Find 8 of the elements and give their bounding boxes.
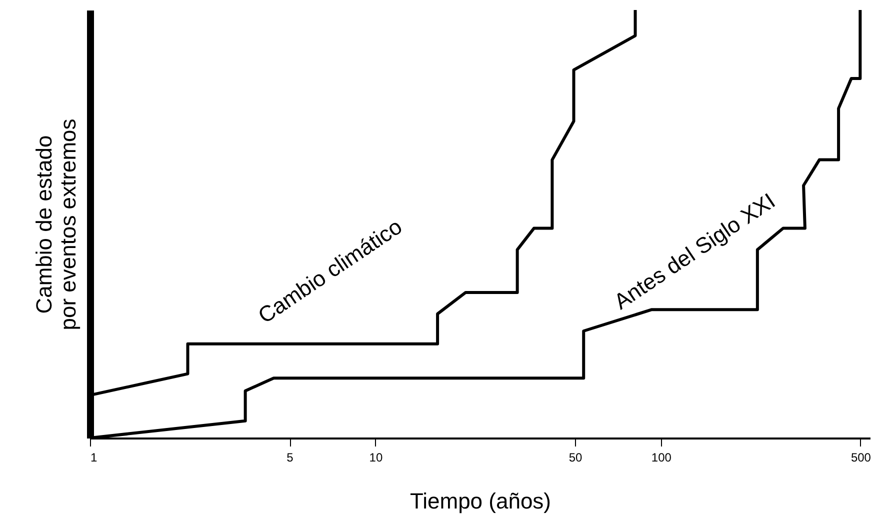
x-tick-label: 100 — [651, 450, 672, 464]
x-tick-label: 1 — [90, 450, 98, 464]
y-axis-title: Cambio de estado por eventos extremos — [32, 118, 80, 330]
x-axis-title: Tiempo (años) — [410, 488, 552, 514]
x-tick-label: 10 — [369, 450, 383, 464]
x-tick-label: 500 — [850, 450, 872, 464]
x-tick-label: 50 — [568, 450, 582, 464]
x-tick-label: 5 — [286, 450, 294, 464]
